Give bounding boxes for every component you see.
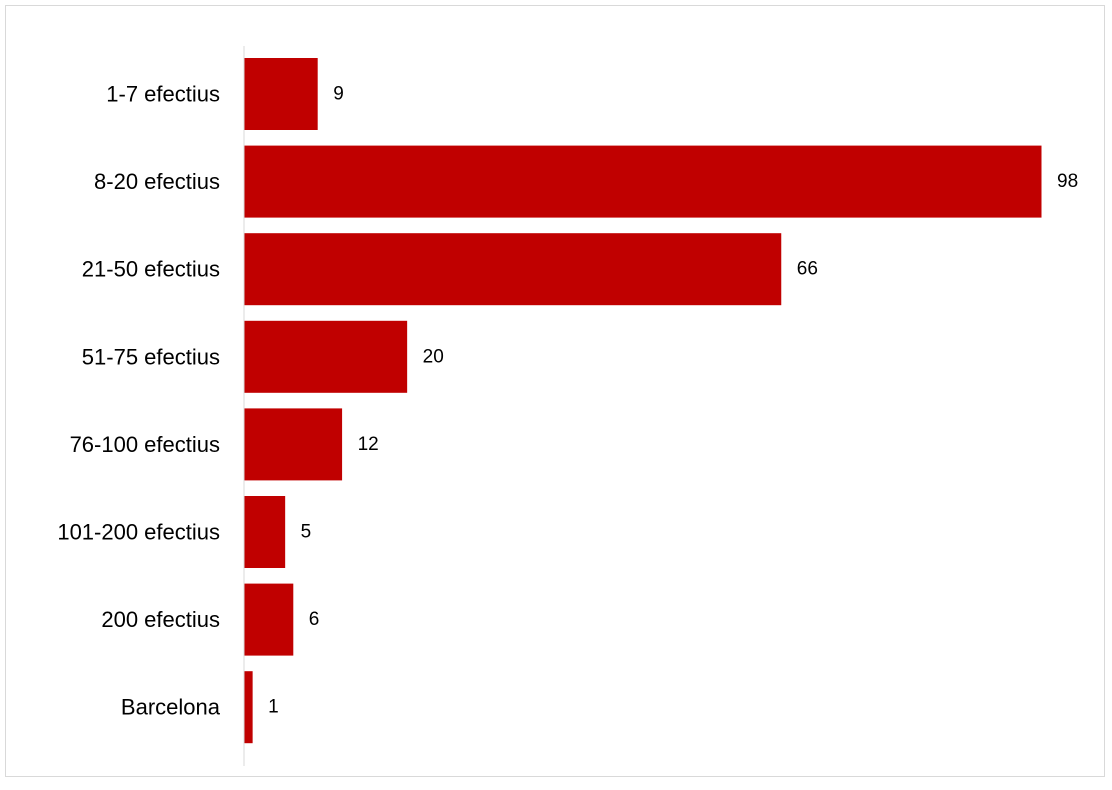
- value-label-1: 9: [333, 84, 344, 105]
- category-label-3: 21-50 efectius: [82, 257, 220, 282]
- category-label-8: Barcelona: [121, 695, 221, 720]
- value-label-7: 6: [309, 609, 320, 630]
- value-label-8: 1: [268, 697, 279, 718]
- category-label-7: 200 efectius: [101, 607, 220, 632]
- value-label-6: 5: [301, 522, 312, 543]
- category-label-1: 1-7 efectius: [106, 82, 220, 107]
- value-label-2: 98: [1057, 171, 1078, 192]
- value-label-3: 66: [797, 259, 818, 280]
- bar-7: [244, 583, 294, 656]
- bar-2: [244, 145, 1042, 218]
- value-label-4: 20: [423, 346, 444, 367]
- bar-6: [244, 496, 286, 568]
- category-label-5: 76-100 efectius: [70, 432, 220, 457]
- bar-3: [244, 233, 782, 306]
- bar-1: [244, 58, 318, 130]
- category-label-6: 101-200 efectius: [57, 520, 220, 545]
- bar-chart: 1-7 efectius 9 8-20 efectius 98 21-50 efecti…: [57, 46, 1078, 766]
- bar-4: [244, 320, 408, 393]
- bar-5: [244, 408, 343, 481]
- value-label-5: 12: [358, 434, 379, 455]
- chart-frame: 1-7 efectius 9 8-20 efectius 98 21-50 efecti…: [5, 5, 1105, 777]
- category-label-4: 51-75 efectius: [82, 344, 220, 369]
- bar-8: [244, 671, 253, 744]
- category-label-2: 8-20 efectius: [94, 169, 220, 194]
